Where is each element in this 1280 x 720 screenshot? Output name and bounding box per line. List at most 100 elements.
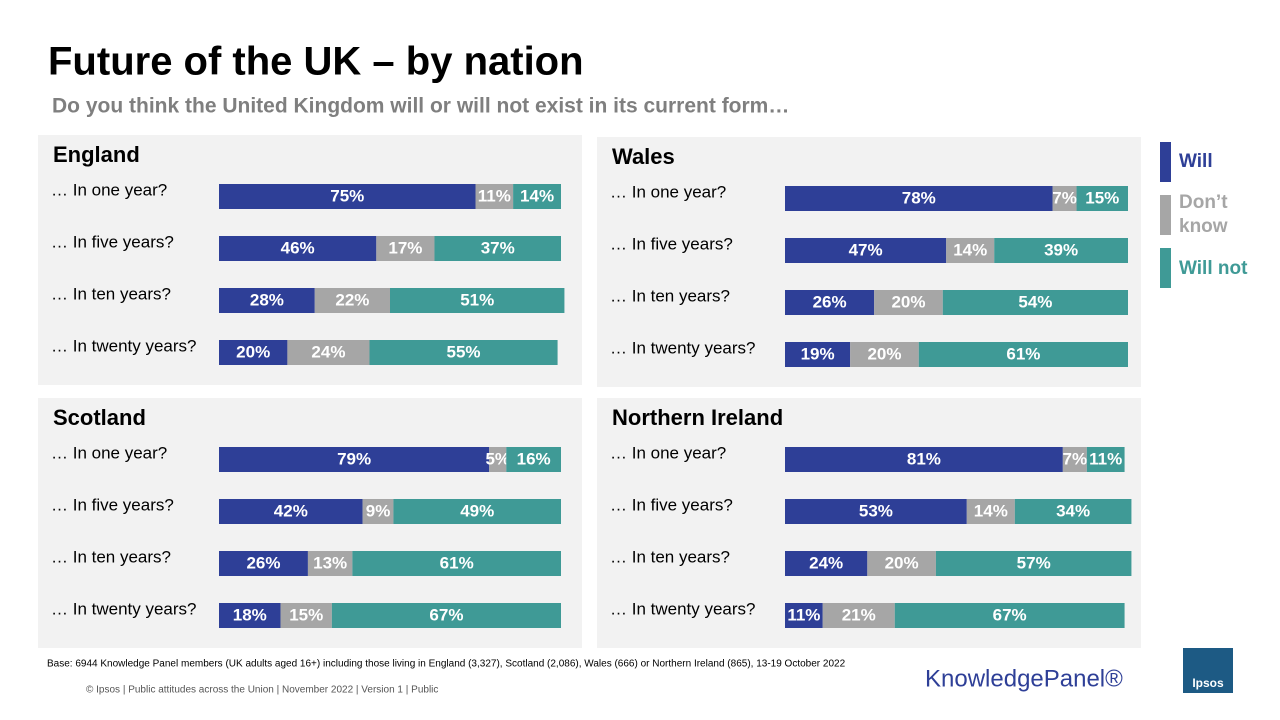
bar-segment [513,184,561,209]
data-label: 17% [388,238,422,257]
data-label: 16% [517,449,551,468]
bar-segment [475,184,514,209]
bar-segment [1052,186,1077,211]
category-label: … In ten years? [51,284,171,303]
data-label: 28% [250,290,284,309]
category-label: … In twenty years? [51,336,197,355]
category-label: … In five years? [51,495,174,514]
bar-segment [822,603,895,628]
data-label: 11% [478,186,511,205]
bar-segment [785,186,1053,211]
bar-segment [393,499,561,524]
data-label: 37% [481,238,515,257]
data-label: 67% [429,605,463,624]
bar-segment [219,447,490,472]
panel-title: Wales [612,144,675,169]
legend-swatch [1160,248,1171,288]
data-label: 5% [485,449,510,468]
bar-segment [785,551,868,576]
bar-segment [994,238,1128,263]
data-label: 61% [440,553,474,572]
bar-segment [219,499,363,524]
data-label: 47% [849,240,883,259]
data-label: 11% [787,605,820,624]
bar-segment [867,551,936,576]
bar-segment [219,340,288,365]
data-label: 34% [1056,501,1090,520]
bar-segment [219,603,281,628]
data-label: 15% [289,605,323,624]
bar-segment [219,236,377,261]
bar-segment [280,603,332,628]
data-label: 49% [460,501,494,520]
bar-segment [307,551,353,576]
bar-segment [219,551,308,576]
bar-segment [352,551,561,576]
category-label: … In one year? [610,443,726,462]
bar-segment [390,288,565,313]
legend-label: Don’t know [1179,192,1228,237]
data-label: 54% [1018,292,1052,311]
bar-segment [918,342,1128,367]
category-label: … In one year? [51,443,167,462]
panel-title: Northern Ireland [612,405,783,430]
bar-segment [850,342,919,367]
page-title: Future of the UK – by nation [48,40,584,84]
data-label: 57% [1017,553,1051,572]
category-label: … In five years? [51,232,174,251]
bar-segment [946,238,995,263]
category-label: … In twenty years? [610,599,756,618]
bar-segment [506,447,561,472]
bar-segment [942,290,1128,315]
data-label: 39% [1044,240,1078,259]
brand: KnowledgePanel® [925,665,1123,692]
panel-title: Scotland [53,405,146,430]
category-label: … In five years? [610,495,733,514]
category-label: … In ten years? [51,547,171,566]
bar-segment [785,342,851,367]
bar-segment [966,499,1015,524]
data-label: 26% [813,292,847,311]
category-label: … In one year? [51,180,167,199]
bar-segment [785,499,967,524]
data-label: 7% [1063,449,1088,468]
bar-segment [376,236,435,261]
category-label: … In ten years? [610,286,730,305]
bar-segment [785,603,823,628]
data-label: 14% [520,186,554,205]
bar-segment [219,288,315,313]
data-label: 13% [313,553,347,572]
data-label: 22% [335,290,369,309]
logo-box [1183,648,1233,693]
data-label: 18% [233,605,267,624]
bar-segment [314,288,390,313]
data-label: 9% [366,501,391,520]
bar-segment [1086,447,1125,472]
category-label: … In twenty years? [51,599,197,618]
bar-segment [894,603,1125,628]
bar-segment [489,447,507,472]
data-label: 55% [447,342,481,361]
category-label: … In twenty years? [610,338,756,357]
data-label: 19% [801,344,835,363]
bar-segment [369,340,558,365]
bar-segment [287,340,370,365]
panel-title: England [53,142,140,167]
bar-segment [434,236,561,261]
legend-label: Will [1179,151,1213,172]
bar-segment [219,184,476,209]
bar-segment [785,238,947,263]
data-label: 61% [1006,344,1040,363]
bar-segment [935,551,1132,576]
bar-segment [1076,186,1128,211]
data-label: 53% [859,501,893,520]
bar-segment [785,290,875,315]
bar-segment [362,499,394,524]
bar-segment [331,603,561,628]
data-label: 14% [974,501,1008,520]
category-label: … In five years? [610,234,733,253]
data-label: 46% [281,238,315,257]
data-label: 79% [337,449,371,468]
data-label: 81% [907,449,941,468]
